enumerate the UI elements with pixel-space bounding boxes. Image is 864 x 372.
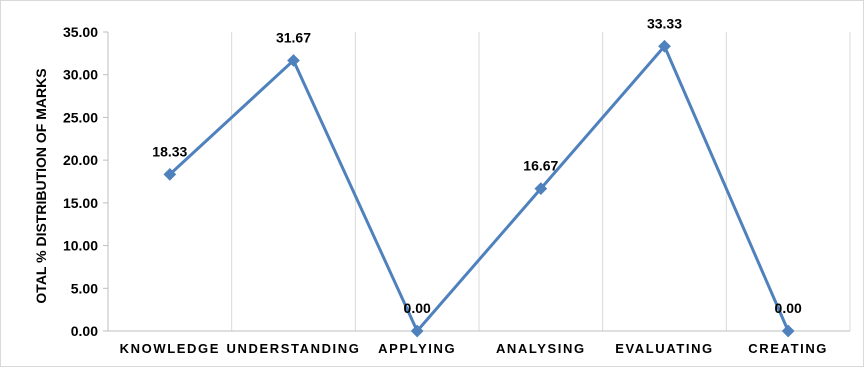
data-point-marker [163,168,177,181]
x-tick-label: EVALUATING [615,341,714,356]
y-tick-label: 30.00 [63,67,98,83]
data-label: 33.33 [647,15,682,31]
series-line [168,44,790,333]
data-label: 18.33 [152,143,187,159]
data-labels: 18.33 31.67 0.00 16.67 33.33 0.00 [152,15,802,316]
x-tick-label: KNOWLEDGE [120,341,220,356]
y-axis-title: OTAL % DISTRIBUTION OF MARKS [33,68,49,303]
y-tick-label: 15.00 [63,195,98,211]
y-tick-label: 20.00 [63,152,98,168]
x-tick-label: APPLYING [378,341,456,356]
gridlines [231,32,851,331]
y-tick-label: 25.00 [63,109,98,125]
x-tick-label: ANALYSING [496,341,586,356]
data-label: 0.00 [775,300,802,316]
data-label: 0.00 [404,300,431,316]
data-label: 31.67 [276,29,311,45]
y-tick-label: 0.00 [71,323,98,339]
axes: 0.00 5.00 10.00 15.00 20.00 25.00 30.00 35.00 KN… [63,24,850,356]
y-tick-label: 5.00 [71,280,98,296]
y-tick-label: 35.00 [63,24,98,40]
y-tick-label: 10.00 [63,238,98,254]
data-label: 16.67 [523,158,558,174]
x-tick-label: CREATING [748,341,828,356]
data-point-marker [287,54,300,67]
data-point-marker [410,324,424,338]
x-tick-label: UNDERSTANDING [227,341,361,356]
